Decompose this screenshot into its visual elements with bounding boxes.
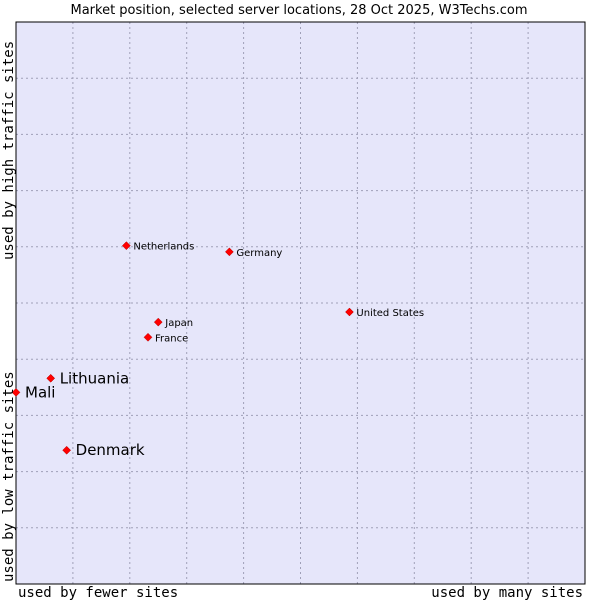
point-label-denmark: Denmark bbox=[76, 441, 145, 459]
point-label-japan: Japan bbox=[164, 318, 193, 329]
point-label-mali: Mali bbox=[25, 383, 55, 401]
y-axis-low-label: used by low traffic sites bbox=[1, 371, 17, 582]
point-label-united-states: United States bbox=[356, 308, 424, 319]
point-label-netherlands: Netherlands bbox=[133, 242, 194, 253]
plot-border bbox=[15, 21, 586, 585]
point-netherlands bbox=[122, 241, 131, 251]
x-axis-low-label: used by fewer sites bbox=[18, 585, 178, 600]
x-axis-high-label: used by many sites bbox=[431, 585, 583, 600]
point-france bbox=[143, 332, 153, 342]
grid-lines bbox=[16, 22, 585, 584]
point-mali bbox=[11, 388, 21, 397]
point-denmark bbox=[62, 445, 71, 455]
point-label-germany: Germany bbox=[236, 248, 282, 259]
point-germany bbox=[225, 247, 234, 257]
y-axis-high-label: used by high traffic sites bbox=[1, 41, 17, 260]
point-lithuania bbox=[46, 373, 56, 383]
point-label-lithuania: Lithuania bbox=[60, 369, 129, 387]
chart-title: Market position, selected server locatio… bbox=[70, 3, 527, 18]
point-japan bbox=[153, 317, 163, 327]
point-united-states bbox=[345, 307, 354, 317]
point-label-france: France bbox=[155, 333, 188, 344]
data-points: Netherlands Germany United States Japan Fran… bbox=[11, 241, 424, 459]
